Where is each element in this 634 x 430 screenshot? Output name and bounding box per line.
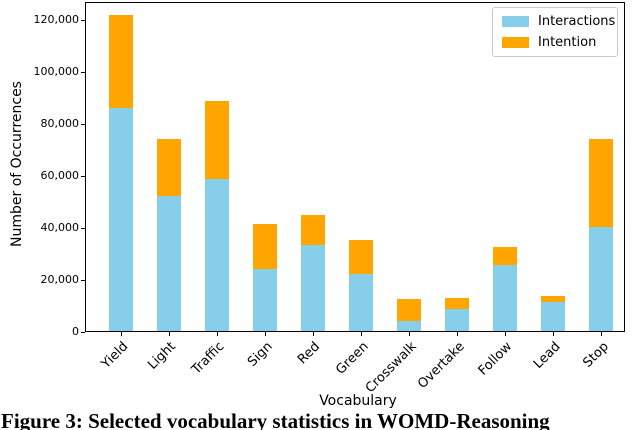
bar-segment-intention-lead [541,295,566,303]
legend-label-interactions: Interactions [538,14,616,29]
x-tick-label-sign: Sign [244,339,276,370]
y-tick-label: 100,000 [33,65,80,79]
bar-segment-interactions-overtake [445,308,470,331]
x-tick-mark [360,332,362,336]
x-axis-title: Vocabulary [319,393,397,409]
legend-swatch-interactions-icon [502,16,529,27]
bar-segment-interactions-stop [589,227,614,331]
bar-segment-intention-sign [252,224,277,269]
legend: Interactions Intention [492,7,618,57]
x-tick-label-overtake: Overtake [414,339,468,392]
x-tick-label-light: Light [145,339,180,373]
plot-area [85,2,625,332]
y-tick-label: 60,000 [40,169,80,183]
y-tick-mark [81,332,85,333]
y-tick-mark [81,280,85,282]
bar-segment-intention-red [300,215,325,246]
x-tick-mark [553,332,555,336]
legend-label-intention: Intention [538,35,597,50]
y-tick-mark [81,176,85,178]
y-tick-label: 120,000 [33,13,80,27]
x-tick-label-traffic: Traffic [188,339,228,378]
y-axis-title: Number of Occurrences [9,81,25,247]
bar-segment-intention-traffic [204,101,229,179]
y-tick-mark [81,228,85,230]
x-tick-mark [601,332,603,336]
y-tick-label: 80,000 [40,117,80,131]
x-tick-mark [312,332,314,336]
x-tick-mark [120,332,122,336]
bar-segment-intention-follow [493,247,518,265]
y-tick-label: 20,000 [40,273,80,287]
x-tick-label-lead: Lead [530,339,564,372]
bar-segment-intention-crosswalk [397,299,421,321]
bar-segment-intention-green [348,240,373,274]
x-tick-label-yield: Yield [98,339,132,372]
legend-item-interactions: Interactions [502,15,615,28]
bar-segment-interactions-follow [493,264,518,331]
y-tick-label: 40,000 [40,221,80,235]
bar-segment-intention-overtake [445,298,470,309]
bar-segment-interactions-green [348,273,373,331]
legend-item-intention: Intention [502,36,608,49]
x-tick-label-stop: Stop [579,339,612,371]
bar-segment-interactions-red [300,245,325,331]
y-tick-mark [81,124,85,126]
y-tick-mark [81,72,85,74]
x-tick-mark [505,332,507,336]
bar-segment-interactions-crosswalk [397,320,421,331]
x-tick-mark [216,332,218,336]
figure-caption: Figure 3: Selected vocabulary statistics… [1,409,550,430]
bar-segment-interactions-sign [252,268,277,331]
x-tick-label-crosswalk: Crosswalk [362,339,420,397]
bar-segment-interactions-traffic [204,178,229,331]
x-tick-mark [264,332,266,336]
legend-swatch-intention-icon [502,37,529,48]
bar-segment-intention-light [156,138,181,196]
bar-segment-intention-stop [589,138,614,228]
bar-segment-interactions-lead [541,302,566,331]
x-tick-label-follow: Follow [475,339,516,379]
x-tick-mark [457,332,459,336]
x-tick-mark [409,332,410,336]
bar-segment-intention-yield [108,15,133,108]
y-tick-label: 0 [72,325,79,338]
y-tick-mark [81,20,85,22]
bar-segment-interactions-yield [108,107,133,331]
x-tick-label-green: Green [332,339,372,378]
bar-segment-interactions-light [156,195,181,331]
x-tick-label-red: Red [295,339,324,368]
x-tick-mark [168,332,170,336]
